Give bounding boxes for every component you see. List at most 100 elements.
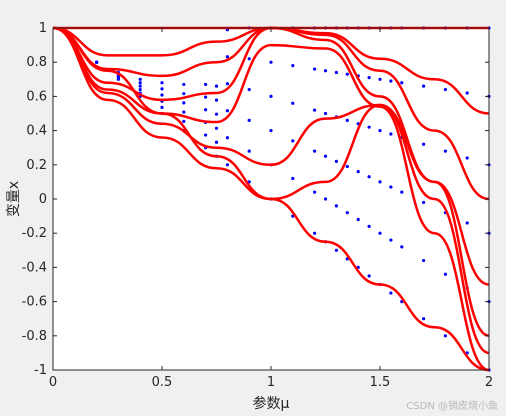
data-point (367, 224, 371, 228)
y-tick-label: 0.2 (26, 158, 47, 173)
data-point (345, 118, 349, 122)
data-point (182, 119, 186, 123)
data-point (313, 67, 317, 71)
data-point (422, 142, 426, 146)
data-point (345, 72, 349, 76)
data-point (389, 238, 393, 242)
data-point (378, 77, 382, 81)
data-point (443, 149, 447, 153)
y-tick-label: 0.6 (26, 89, 47, 104)
data-point (247, 57, 251, 61)
data-point (138, 81, 142, 85)
x-tick-label: 0 (49, 375, 57, 390)
data-point (225, 82, 229, 86)
data-point (334, 70, 338, 75)
data-point (214, 112, 219, 116)
data-point (182, 92, 186, 96)
y-tick-label: -0.8 (22, 329, 47, 344)
data-point (334, 248, 338, 252)
x-tick-label: 2 (485, 375, 493, 390)
data-point (95, 60, 99, 64)
data-point (138, 84, 142, 88)
data-point (182, 82, 186, 87)
data-point (323, 197, 328, 201)
data-point (389, 291, 393, 295)
data-point (389, 132, 393, 136)
y-tick-label: 0 (39, 192, 47, 207)
data-point (225, 163, 229, 167)
data-point (378, 180, 382, 184)
data-point (182, 101, 186, 105)
data-point (465, 156, 469, 160)
data-point (443, 272, 447, 276)
x-axis-label: 参数μ (253, 395, 290, 412)
data-point (323, 154, 328, 158)
data-point (160, 93, 164, 97)
data-point (422, 317, 426, 321)
data-point (225, 136, 229, 140)
data-point (367, 274, 371, 278)
data-point (214, 140, 219, 144)
data-point (225, 55, 229, 59)
data-point (313, 231, 317, 235)
watermark: CSDN @销皮烧小鱼 (406, 401, 498, 412)
data-point (323, 111, 328, 116)
data-point (422, 200, 426, 205)
data-point (291, 101, 295, 105)
data-point (269, 129, 273, 133)
data-point (214, 98, 219, 102)
data-point (247, 149, 251, 153)
y-axis-label: 变量x (6, 181, 22, 217)
y-tick-label: 0.4 (26, 124, 47, 139)
data-point (465, 91, 469, 95)
x-ticks: 0 0.5 1 1.5 2 (49, 28, 493, 390)
data-point (313, 149, 317, 153)
data-point (291, 64, 295, 68)
x-tick-label: 0.5 (152, 375, 173, 390)
series-line (52, 26, 490, 372)
data-point (345, 164, 349, 169)
data-point (160, 81, 164, 85)
data-point (204, 95, 208, 99)
data-point (345, 211, 349, 215)
data-point (367, 75, 371, 80)
data-point (160, 105, 164, 109)
data-point (269, 60, 273, 64)
data-point (269, 94, 273, 98)
data-point (389, 185, 393, 189)
data-point (313, 108, 317, 112)
data-point (400, 81, 404, 85)
y-tick-label: 0.8 (26, 55, 47, 70)
data-point (389, 79, 393, 83)
data-point (138, 77, 142, 81)
data-point (465, 221, 469, 225)
x-tick-label: 1.5 (370, 375, 391, 390)
y-tick-label: -1 (34, 363, 47, 378)
y-ticks: 1 0.8 0.6 0.4 0.2 0 -0.2 -0.4 -0.6 -0.8 -1 (22, 21, 489, 378)
data-point (291, 176, 295, 181)
y-tick-label: 1 (39, 21, 47, 36)
data-point (323, 69, 328, 73)
data-point (313, 190, 317, 194)
data-point (378, 231, 382, 235)
y-tick-label: -0.2 (22, 226, 47, 241)
data-point (367, 175, 371, 179)
data-point (422, 258, 426, 263)
y-tick-label: -0.6 (22, 295, 47, 310)
series-line (52, 26, 490, 338)
y-tick-label: -0.4 (22, 260, 47, 275)
data-point (160, 87, 164, 91)
series-line (52, 26, 490, 355)
data-point (204, 133, 208, 137)
data-point (214, 126, 219, 130)
data-point (138, 87, 142, 92)
data-point (367, 125, 371, 129)
data-point (214, 84, 219, 88)
x-tick-label: 1 (267, 375, 275, 390)
data-point (247, 87, 251, 92)
data-point (356, 217, 360, 222)
data-point (400, 190, 404, 194)
data-point (182, 110, 186, 114)
data-point (443, 87, 447, 92)
